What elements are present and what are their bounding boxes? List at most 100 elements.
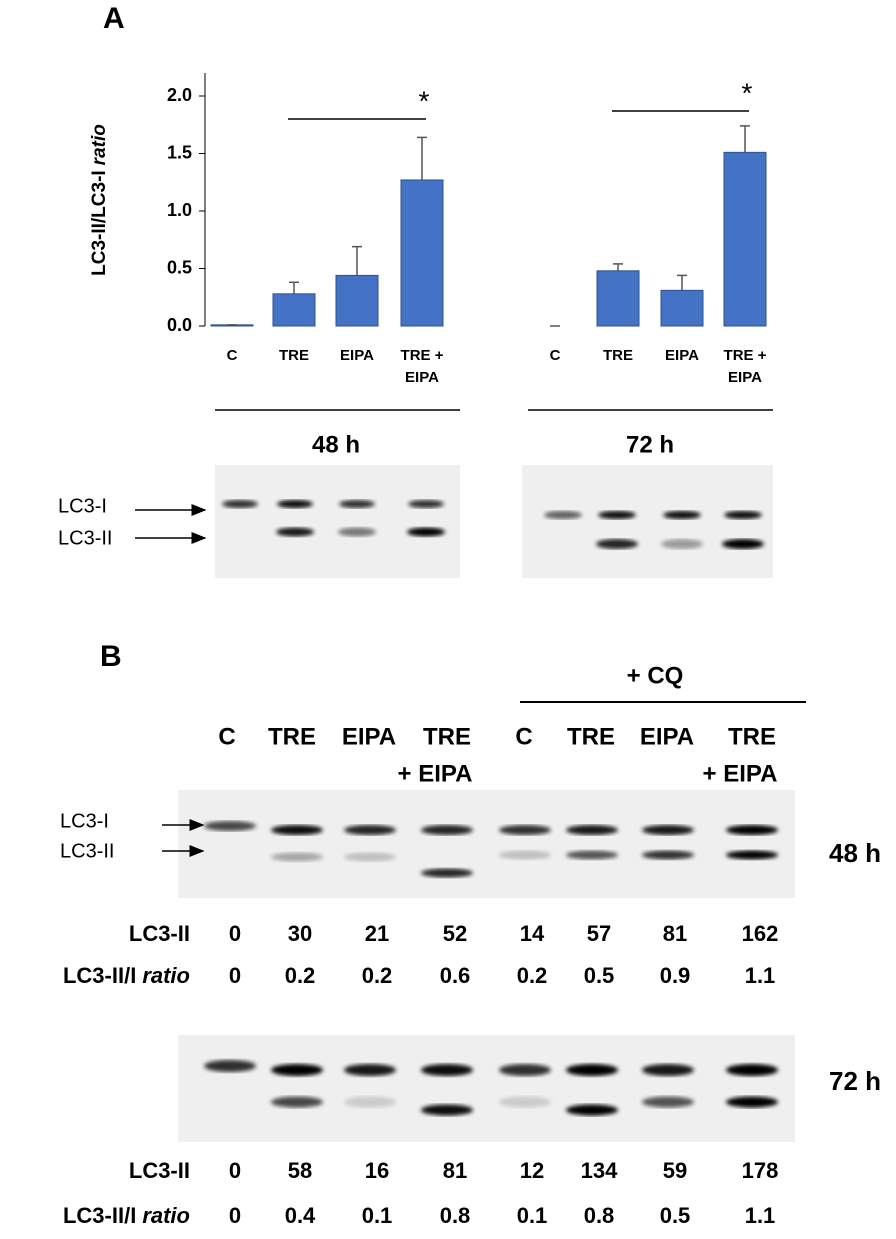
y-tick-label: 1.5 bbox=[167, 142, 192, 162]
blot-band bbox=[421, 1104, 473, 1116]
error-bar bbox=[740, 125, 750, 153]
panel-label: A bbox=[103, 2, 125, 35]
blot-band bbox=[726, 825, 778, 835]
blot-band bbox=[642, 825, 694, 835]
blot-band bbox=[726, 1096, 778, 1108]
blot-band bbox=[421, 868, 473, 878]
bar bbox=[272, 293, 316, 327]
row-value: 21 bbox=[365, 921, 389, 946]
lane-label: TRE bbox=[567, 723, 615, 750]
blot-band bbox=[421, 825, 473, 835]
x-tick-label: C bbox=[549, 347, 561, 364]
blot bbox=[178, 790, 795, 898]
bar bbox=[335, 274, 379, 327]
row-value: 0.2 bbox=[285, 963, 316, 988]
time-label: 72 h bbox=[829, 1066, 881, 1096]
error-bar bbox=[352, 245, 362, 276]
significance-star: * bbox=[742, 77, 753, 108]
y-label-italic: ratio bbox=[89, 124, 110, 165]
row-value: 57 bbox=[587, 921, 611, 946]
row-label: LC3-II/I ratio bbox=[63, 1203, 190, 1228]
blot bbox=[215, 465, 460, 578]
bar bbox=[400, 179, 444, 327]
lane-label: EIPA bbox=[342, 723, 396, 750]
blot-band bbox=[642, 850, 694, 860]
blot-band bbox=[566, 825, 618, 835]
blot bbox=[178, 1035, 795, 1142]
y-tick-label: 0.5 bbox=[167, 257, 192, 277]
blot-band bbox=[598, 511, 636, 519]
row-value: 30 bbox=[288, 921, 312, 946]
x-tick-label: C bbox=[226, 347, 238, 364]
row-label-italic: ratio bbox=[142, 963, 190, 988]
x-tick-label: EIPA bbox=[340, 347, 374, 364]
row-value: 0.1 bbox=[362, 1203, 393, 1228]
row-value: 0.8 bbox=[440, 1203, 471, 1228]
error-bar bbox=[289, 281, 299, 294]
bar bbox=[596, 270, 640, 327]
row-value: 0.1 bbox=[517, 1203, 548, 1228]
row-value: 0.2 bbox=[517, 963, 548, 988]
blot-band bbox=[344, 1064, 396, 1076]
blot-band bbox=[642, 1064, 694, 1076]
blot-band bbox=[276, 527, 314, 537]
lane-label: TRE bbox=[728, 723, 776, 750]
y-tick-label: 1.0 bbox=[167, 200, 192, 220]
error-bar bbox=[613, 263, 623, 271]
blot-band bbox=[566, 1064, 618, 1076]
row-value: 52 bbox=[443, 921, 467, 946]
row-value: 0.4 bbox=[285, 1203, 316, 1228]
row-value: 0.9 bbox=[660, 963, 691, 988]
row-value: 0 bbox=[229, 921, 241, 946]
row-label: LC3-II bbox=[129, 1158, 190, 1183]
row-label-text: LC3-II/I bbox=[63, 963, 136, 988]
blot-band bbox=[344, 1096, 396, 1108]
row-label-text: LC3-II bbox=[129, 921, 190, 946]
lane-label: TRE bbox=[423, 723, 471, 750]
blot-band bbox=[408, 500, 444, 508]
lane-label: EIPA bbox=[640, 723, 694, 750]
lane-label: TRE bbox=[268, 723, 316, 750]
row-label-text: LC3-II/I bbox=[63, 1203, 136, 1228]
band-label: LC3-I bbox=[60, 810, 109, 832]
panel-label: B bbox=[100, 640, 122, 673]
blot-band bbox=[222, 500, 258, 508]
blot-band bbox=[338, 527, 376, 537]
row-value: 0 bbox=[229, 1158, 241, 1183]
row-value: 134 bbox=[581, 1158, 618, 1183]
row-value: 81 bbox=[663, 921, 687, 946]
row-value: 1.1 bbox=[745, 963, 776, 988]
blot-band bbox=[544, 511, 582, 519]
lane-label: + EIPA bbox=[398, 760, 473, 787]
row-label: LC3-II/I ratio bbox=[63, 963, 190, 988]
x-tick-label: TRE bbox=[279, 347, 309, 364]
row-value: 0.2 bbox=[362, 963, 393, 988]
blot-band bbox=[661, 539, 703, 549]
row-value: 14 bbox=[520, 921, 545, 946]
band-label: LC3-II bbox=[58, 527, 112, 549]
row-value: 12 bbox=[520, 1158, 544, 1183]
row-value: 16 bbox=[365, 1158, 389, 1183]
error-bar bbox=[677, 274, 687, 291]
blot-band bbox=[339, 500, 375, 508]
row-value: 81 bbox=[443, 1158, 467, 1183]
blot-band bbox=[271, 1096, 323, 1108]
blot-band bbox=[204, 821, 256, 831]
row-value: 0.5 bbox=[584, 963, 615, 988]
time-label: 48 h bbox=[829, 838, 881, 868]
row-value: 0 bbox=[229, 1203, 241, 1228]
blot-band bbox=[499, 850, 551, 860]
x-tick-label: TRE + EIPA bbox=[400, 347, 444, 386]
blot bbox=[522, 465, 773, 578]
blot-band bbox=[722, 539, 764, 549]
row-value: 162 bbox=[742, 921, 779, 946]
blot-band bbox=[566, 1104, 618, 1116]
row-label-italic: ratio bbox=[142, 1203, 190, 1228]
row-value: 59 bbox=[663, 1158, 687, 1183]
blot-band bbox=[499, 825, 551, 835]
lane-label: C bbox=[218, 723, 235, 750]
blot-band bbox=[421, 1064, 473, 1076]
blot-band bbox=[663, 511, 701, 519]
error-bar bbox=[417, 136, 427, 180]
lane-label: C bbox=[515, 723, 532, 750]
